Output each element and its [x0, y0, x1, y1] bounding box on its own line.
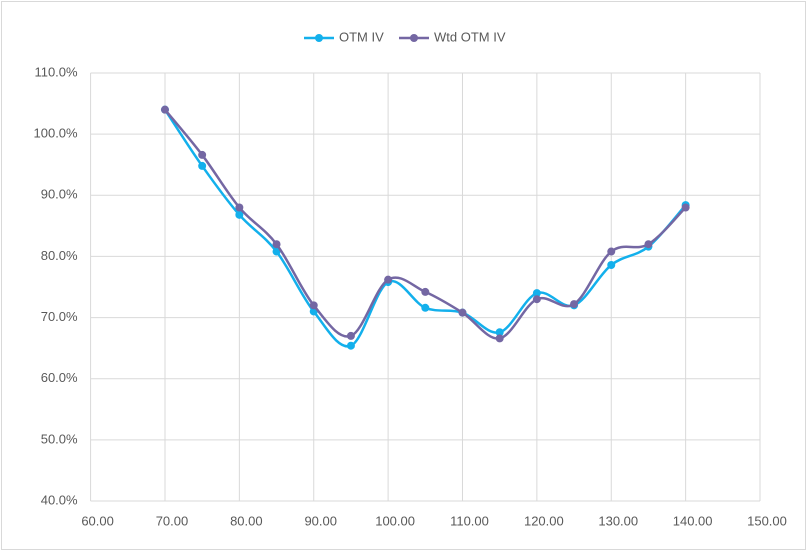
point: [644, 240, 653, 249]
point: [532, 289, 541, 298]
x-tick-label: 110.00: [450, 513, 489, 528]
point: [681, 203, 690, 212]
x-tick-label: 120.00: [524, 513, 564, 528]
point: [272, 240, 281, 249]
point: [346, 341, 355, 350]
legend-marker: [315, 34, 323, 42]
legend-label: Wtd OTM IV: [434, 29, 506, 44]
point: [160, 105, 169, 114]
point: [346, 331, 355, 340]
point: [458, 308, 467, 317]
point: [309, 301, 318, 310]
point: [495, 328, 504, 337]
point: [607, 260, 616, 269]
point: [235, 210, 244, 219]
legend-label: OTM IV: [339, 29, 384, 44]
y-tick-label: 90.0%: [41, 187, 78, 202]
point: [607, 247, 616, 256]
x-tick-label: 80.00: [230, 513, 263, 528]
point: [198, 161, 207, 170]
y-tick-label: 110.0%: [34, 64, 78, 79]
x-tick-label: 60.00: [81, 513, 114, 528]
x-tick-label: 150.00: [747, 513, 787, 528]
x-tick-label: 90.00: [304, 513, 337, 528]
x-tick-label: 70.00: [156, 513, 189, 528]
point: [272, 247, 281, 256]
point: [198, 150, 207, 159]
point: [495, 334, 504, 343]
point: [570, 300, 579, 309]
x-tick-label: 100.00: [375, 513, 415, 528]
y-tick-label: 40.0%: [41, 492, 78, 507]
x-tick-label: 130.00: [598, 513, 638, 528]
y-tick-label: 60.0%: [41, 370, 78, 385]
x-tick-label: 140.00: [673, 513, 713, 528]
y-tick-label: 100.0%: [34, 126, 79, 141]
y-tick-label: 80.0%: [41, 248, 78, 263]
series-line: [163, 108, 687, 348]
point: [421, 287, 430, 296]
point: [532, 295, 541, 304]
point: [384, 275, 393, 284]
point: [421, 303, 430, 312]
y-tick-label: 50.0%: [41, 431, 78, 446]
point: [235, 203, 244, 212]
legend-marker: [410, 34, 418, 42]
y-tick-label: 70.0%: [41, 309, 78, 324]
